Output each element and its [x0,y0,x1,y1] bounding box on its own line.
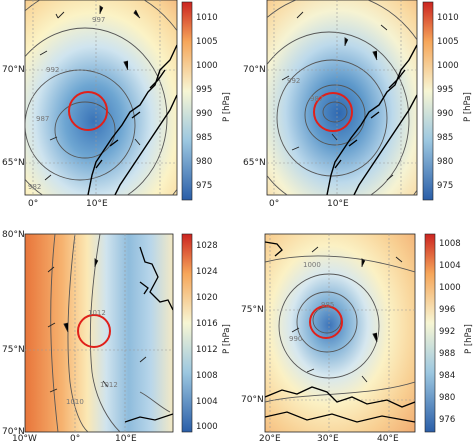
pressure-map-bottom-right [264,233,436,433]
cyclone-circle [68,91,108,131]
graticule [267,0,417,195]
lat-label: 65°N [2,158,25,168]
contour-label: 992 [46,66,60,74]
colorbar-title: P [hPa] [222,324,232,354]
contour-label: 1012 [88,309,106,317]
map-area [264,233,416,433]
coastline [326,44,417,195]
contour-label: 1000 [303,261,321,269]
lat-label: 75°N [241,305,264,315]
colorbar [181,1,193,201]
colorbar-title: P [hPa] [464,324,474,354]
lat-label: 70°N [2,65,25,75]
wind-barbs [291,246,403,383]
wind-barbs [47,258,147,393]
lon-label: 0° [70,434,81,444]
contour-label: 990 [289,335,303,343]
lon-label: 20°E [259,434,281,444]
lat-label: 70°N [241,395,264,405]
contour-label: 987 [36,115,50,123]
colorbar-title: P [hPa] [222,92,232,122]
pressure-map-bottom-left [24,233,193,433]
map-panel-bottom-right: 1000 990 985 75°N 70°N 20°E 30°E 40°E 10… [237,222,474,444]
coastline [87,44,177,195]
contour-label: 1012 [100,381,118,389]
cyclone-circle [309,305,343,339]
map-area [266,0,418,196]
isobars [25,0,177,195]
cyclone-circle [77,314,111,348]
wind-barbs [281,11,394,181]
colorbar [181,233,193,433]
lat-label: 70°N [2,427,25,437]
graticule [25,234,173,432]
coastline [265,241,415,423]
contour-label: 982 [28,183,42,191]
pressure-map-top-left [24,0,193,201]
colorbar [422,1,434,201]
lat-label: 75°N [2,345,25,355]
colorbar [424,233,436,433]
isobars [50,234,171,432]
coastline [124,246,173,423]
map-panel-top-left: 997 992 987 982 70°N 65°N 0° 10°E 1010 1… [0,0,237,222]
contour-label: 997 [92,16,106,24]
contour-label: 985 [321,301,335,309]
cyclone-circle [313,92,353,132]
lon-label: 10°E [327,199,349,209]
graticule [25,0,177,195]
lon-label: 0° [28,199,39,209]
lon-label: 0° [269,199,280,209]
isobars [267,0,417,195]
lon-label: 30°E [317,434,339,444]
map-panel-bottom-left: 1012 1012 1010 80°N 75°N 70°N 10°W 0° 10… [0,222,237,444]
lat-label: 80°N [2,230,25,240]
lon-label: 10°E [115,434,137,444]
lat-label: 70°N [243,65,266,75]
contour-label: 987 [310,95,324,103]
lon-label: 10°E [86,199,108,209]
lat-label: 65°N [243,158,266,168]
lon-label: 10°W [12,434,37,444]
wind-barbs [39,5,141,181]
pressure-map-top-right [266,0,434,201]
graticule [265,234,415,432]
map-panel-top-right: 992 987 70°N 65°N 0° 10°E 1010 1005 1000… [237,0,474,222]
contour-label: 1010 [66,398,84,406]
contour-label: 992 [287,77,301,85]
lon-label: 40°E [377,434,399,444]
colorbar-title: P [hPa] [463,92,473,122]
